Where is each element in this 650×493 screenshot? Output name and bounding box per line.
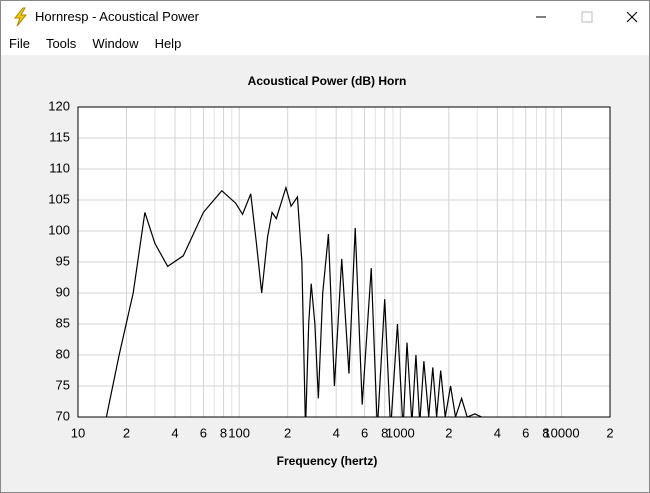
window-title: Hornresp - Acoustical Power [35, 9, 200, 24]
menu-bar: File Tools Window Help [1, 33, 649, 55]
x-axis-label: Frequency (hertz) [277, 454, 378, 468]
chart: Acoustical Power (dB) Horn Frequency (he… [48, 74, 613, 468]
y-tick-label: 120 [48, 98, 70, 113]
menu-item[interactable]: Help [154, 36, 182, 51]
x-tick-label: 6 [200, 425, 207, 440]
x-tick-label: 100 [228, 425, 250, 440]
x-tick-label: 8 [220, 425, 227, 440]
y-tick-label: 70 [56, 408, 70, 423]
y-tick-label: 85 [56, 315, 70, 330]
y-tick-label: 115 [49, 129, 70, 144]
window-controls[interactable] [519, 1, 649, 33]
x-tick-label: 2 [606, 425, 613, 440]
y-tick-label: 105 [48, 191, 70, 206]
plot-border [77, 106, 611, 418]
y-tick-label: 80 [56, 346, 70, 361]
title-bar: Hornresp - Acoustical Power [1, 1, 649, 33]
x-tick-label: 2 [284, 425, 291, 440]
x-tick-label: 4 [494, 425, 501, 440]
x-tick-label: 4 [333, 425, 340, 440]
x-tick-label: 6 [522, 425, 529, 440]
app-icon [13, 7, 28, 27]
y-tick-label: 95 [56, 253, 70, 268]
menu-item[interactable]: Window [92, 36, 139, 51]
menu-item[interactable]: File [9, 36, 30, 51]
x-tick-label: 8 [542, 425, 549, 440]
line-series [105, 185, 482, 417]
menu-item[interactable]: Tools [45, 36, 77, 51]
x-tick-label: 2 [445, 425, 452, 440]
chart-title: Acoustical Power (dB) Horn [248, 74, 407, 88]
x-tick-label: 1000 [386, 425, 415, 440]
y-tick-label: 110 [49, 160, 70, 175]
y-tick-label: 75 [56, 377, 70, 392]
x-tick-label: 6 [361, 425, 368, 440]
x-tick-label: 4 [171, 425, 178, 440]
x-tick-label: 2 [123, 425, 130, 440]
y-tick-label: 90 [56, 284, 70, 299]
x-tick-label: 10 [71, 425, 85, 440]
y-tick-label: 100 [48, 222, 70, 237]
x-tick-label: 8 [381, 425, 388, 440]
x-tick-label: 10000 [543, 425, 579, 440]
